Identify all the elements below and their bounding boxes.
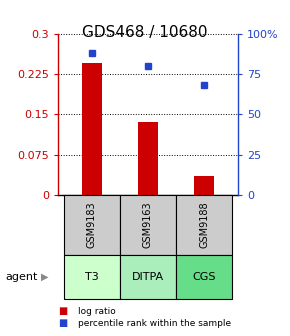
Text: agent: agent (6, 272, 38, 282)
Text: GSM9188: GSM9188 (199, 202, 209, 248)
Text: ▶: ▶ (41, 272, 49, 282)
Bar (64, 255, 120, 299)
Text: DITPA: DITPA (132, 272, 164, 282)
Bar (176, 195, 232, 255)
Text: GSM9163: GSM9163 (143, 202, 153, 248)
Bar (138, 122, 158, 195)
Text: percentile rank within the sample: percentile rank within the sample (78, 319, 231, 328)
Bar (82, 63, 101, 195)
Text: ■: ■ (58, 318, 67, 328)
Bar (176, 255, 232, 299)
Text: GDS468 / 10680: GDS468 / 10680 (82, 25, 208, 40)
Text: ■: ■ (58, 306, 67, 317)
Bar (120, 195, 176, 255)
Bar (64, 195, 120, 255)
Text: GSM9183: GSM9183 (87, 202, 97, 248)
Text: T3: T3 (85, 272, 99, 282)
Bar (194, 176, 214, 195)
Bar (120, 255, 176, 299)
Text: CGS: CGS (192, 272, 216, 282)
Text: log ratio: log ratio (78, 307, 116, 316)
